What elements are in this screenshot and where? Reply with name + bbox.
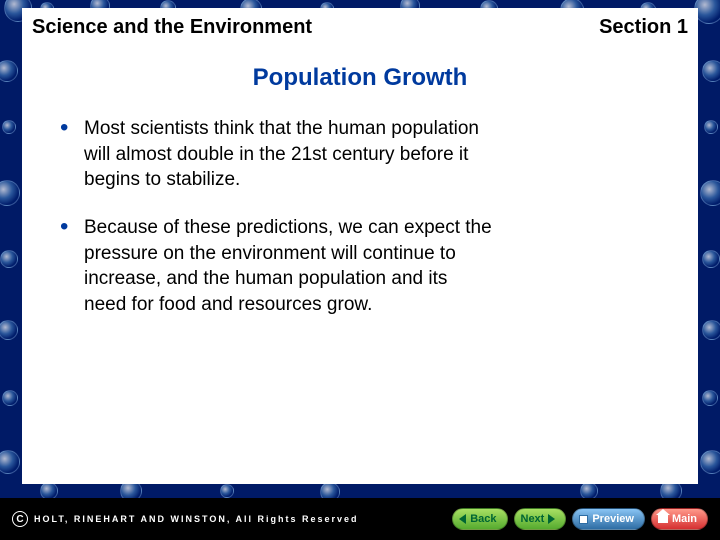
footer-bar: C HOLT, RINEHART AND WINSTON, All Rights… (0, 498, 720, 540)
home-icon (658, 515, 668, 523)
chevron-left-icon (459, 514, 466, 524)
next-button[interactable]: Next (514, 508, 567, 530)
bullet-item: Most scientists think that the human pop… (54, 116, 494, 193)
next-button-label: Next (521, 513, 545, 525)
copyright-text: HOLT, RINEHART AND WINSTON, All Rights R… (34, 514, 359, 524)
nav-button-group: Back Next Preview Main (452, 508, 708, 530)
copyright-icon: C (12, 511, 28, 527)
bullet-list: Most scientists think that the human pop… (46, 116, 674, 317)
main-button[interactable]: Main (651, 508, 708, 530)
content-panel: Population Growth Most scientists think … (22, 46, 698, 484)
back-button-label: Back (470, 513, 496, 525)
header-bar: Science and the Environment Section 1 (22, 8, 698, 46)
copyright: C HOLT, RINEHART AND WINSTON, All Rights… (12, 511, 359, 527)
chevron-right-icon (548, 514, 555, 524)
bullet-item: Because of these predictions, we can exp… (54, 215, 494, 318)
preview-button-label: Preview (592, 513, 634, 525)
chapter-title: Science and the Environment (32, 16, 312, 39)
main-button-label: Main (672, 513, 697, 525)
slide-title: Population Growth (46, 64, 674, 92)
preview-icon (579, 515, 588, 524)
section-label: Section 1 (599, 16, 688, 39)
back-button[interactable]: Back (452, 508, 507, 530)
preview-button[interactable]: Preview (572, 508, 645, 530)
